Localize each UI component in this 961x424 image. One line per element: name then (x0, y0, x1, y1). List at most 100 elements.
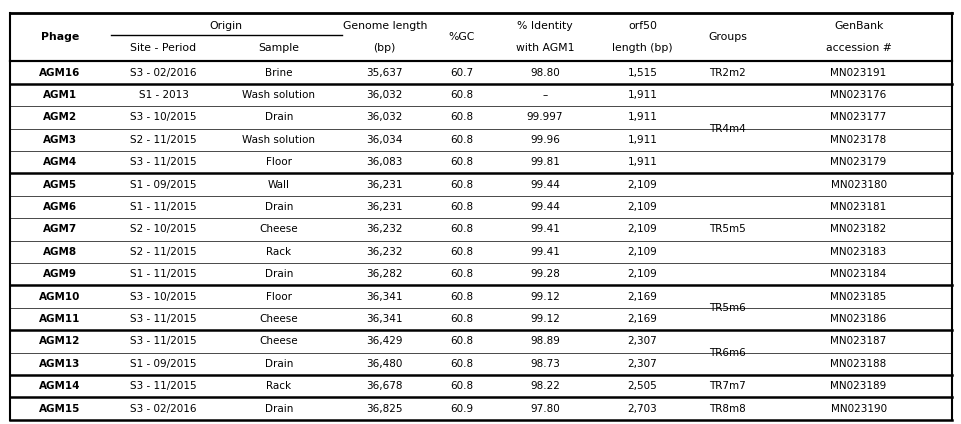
Text: AGM16: AGM16 (39, 68, 81, 78)
Text: AGM3: AGM3 (43, 135, 77, 145)
Text: 60.8: 60.8 (450, 224, 473, 234)
Text: AGM2: AGM2 (43, 112, 77, 123)
Text: S3 - 11/2015: S3 - 11/2015 (130, 336, 197, 346)
Text: S3 - 10/2015: S3 - 10/2015 (130, 292, 197, 301)
Text: 1,911: 1,911 (627, 135, 657, 145)
Text: GenBank: GenBank (833, 21, 882, 31)
Text: 35,637: 35,637 (366, 68, 403, 78)
Text: 98.89: 98.89 (530, 336, 559, 346)
Text: 99.44: 99.44 (530, 202, 559, 212)
Text: MN023190: MN023190 (829, 404, 886, 413)
Text: Genome length: Genome length (342, 21, 427, 31)
Text: MN023180: MN023180 (829, 180, 886, 190)
Text: 36,034: 36,034 (366, 135, 403, 145)
Text: S1 - 11/2015: S1 - 11/2015 (130, 269, 197, 279)
Text: 98.22: 98.22 (530, 381, 559, 391)
Text: S3 - 11/2015: S3 - 11/2015 (130, 157, 197, 167)
Text: TR2m2: TR2m2 (708, 68, 746, 78)
Text: 2,109: 2,109 (628, 202, 656, 212)
Text: 99.96: 99.96 (530, 135, 559, 145)
Text: S3 - 11/2015: S3 - 11/2015 (130, 381, 197, 391)
Text: S2 - 11/2015: S2 - 11/2015 (130, 135, 197, 145)
Text: 36,341: 36,341 (366, 292, 403, 301)
Text: length (bp): length (bp) (611, 43, 673, 53)
Text: 98.73: 98.73 (530, 359, 559, 369)
Text: 99.44: 99.44 (530, 180, 559, 190)
Text: S3 - 11/2015: S3 - 11/2015 (130, 314, 197, 324)
Text: AGM4: AGM4 (43, 157, 77, 167)
Text: S1 - 09/2015: S1 - 09/2015 (130, 359, 197, 369)
Text: MN023187: MN023187 (829, 336, 886, 346)
Text: AGM9: AGM9 (43, 269, 77, 279)
Text: 60.8: 60.8 (450, 359, 473, 369)
Text: 36,232: 36,232 (366, 224, 403, 234)
Text: 60.8: 60.8 (450, 157, 473, 167)
Text: MN023191: MN023191 (829, 68, 886, 78)
Text: 60.8: 60.8 (450, 247, 473, 257)
Text: MN023182: MN023182 (829, 224, 886, 234)
Text: MN023188: MN023188 (829, 359, 886, 369)
Text: 99.41: 99.41 (530, 247, 559, 257)
Text: 36,231: 36,231 (366, 202, 403, 212)
Text: 1,911: 1,911 (627, 157, 657, 167)
Text: (bp): (bp) (373, 43, 396, 53)
Text: MN023183: MN023183 (829, 247, 886, 257)
Text: Groups: Groups (707, 32, 747, 42)
Text: S2 - 11/2015: S2 - 11/2015 (130, 247, 197, 257)
Text: 36,032: 36,032 (366, 112, 403, 123)
Text: AGM5: AGM5 (43, 180, 77, 190)
Text: –: – (542, 90, 547, 100)
Text: Cheese: Cheese (259, 314, 298, 324)
Text: AGM6: AGM6 (43, 202, 77, 212)
Text: 1,911: 1,911 (627, 112, 657, 123)
Text: AGM15: AGM15 (39, 404, 81, 413)
Text: 2,169: 2,169 (627, 314, 657, 324)
Text: MN023186: MN023186 (829, 314, 886, 324)
Text: AGM8: AGM8 (43, 247, 77, 257)
Text: 2,505: 2,505 (628, 381, 656, 391)
Text: 99.28: 99.28 (530, 269, 559, 279)
Text: 2,169: 2,169 (627, 292, 657, 301)
Text: 2,109: 2,109 (628, 247, 656, 257)
Text: 36,429: 36,429 (366, 336, 403, 346)
Text: MN023185: MN023185 (829, 292, 886, 301)
Text: 2,703: 2,703 (628, 404, 656, 413)
Text: Sample: Sample (259, 43, 299, 53)
Text: 98.80: 98.80 (530, 68, 559, 78)
Text: Origin: Origin (209, 21, 242, 31)
Text: 60.8: 60.8 (450, 269, 473, 279)
Text: Wash solution: Wash solution (242, 90, 315, 100)
Text: S3 - 02/2016: S3 - 02/2016 (130, 68, 197, 78)
Text: AGM11: AGM11 (39, 314, 81, 324)
Text: MN023184: MN023184 (829, 269, 886, 279)
Text: MN023176: MN023176 (829, 90, 886, 100)
Text: Drain: Drain (264, 112, 293, 123)
Text: Wash solution: Wash solution (242, 135, 315, 145)
Text: Drain: Drain (264, 269, 293, 279)
Text: S2 - 10/2015: S2 - 10/2015 (130, 224, 197, 234)
Text: 60.8: 60.8 (450, 336, 473, 346)
Text: Floor: Floor (265, 292, 292, 301)
Text: S3 - 10/2015: S3 - 10/2015 (130, 112, 197, 123)
Text: TR7m7: TR7m7 (708, 381, 746, 391)
Text: TR6m6: TR6m6 (708, 348, 746, 357)
Text: 99.12: 99.12 (530, 314, 559, 324)
Text: Drain: Drain (264, 404, 293, 413)
Text: TR4m4: TR4m4 (708, 124, 746, 134)
Text: Cheese: Cheese (259, 224, 298, 234)
Text: AGM13: AGM13 (39, 359, 81, 369)
Text: Brine: Brine (265, 68, 292, 78)
Text: 36,825: 36,825 (366, 404, 403, 413)
Text: MN023177: MN023177 (829, 112, 886, 123)
Text: AGM7: AGM7 (43, 224, 77, 234)
Text: 99.81: 99.81 (530, 157, 559, 167)
Text: TR8m8: TR8m8 (708, 404, 746, 413)
Text: accession #: accession # (825, 43, 891, 53)
Text: S3 - 02/2016: S3 - 02/2016 (130, 404, 197, 413)
Text: 1,911: 1,911 (627, 90, 657, 100)
Text: 60.8: 60.8 (450, 112, 473, 123)
Text: %GC: %GC (448, 32, 475, 42)
Text: S1 - 11/2015: S1 - 11/2015 (130, 202, 197, 212)
Text: 99.12: 99.12 (530, 292, 559, 301)
Text: 36,231: 36,231 (366, 180, 403, 190)
